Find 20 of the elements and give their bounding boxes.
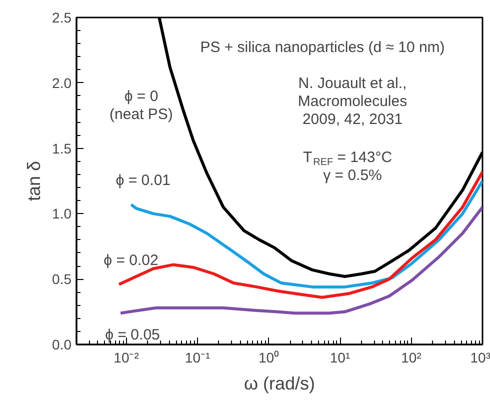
series-label: ϕ = 0.01 [116, 172, 171, 190]
y-tick-label: 2.5 [52, 10, 72, 26]
y-tick-label: 0.5 [52, 271, 72, 288]
x-tick-label: 10⁰ [258, 350, 280, 366]
x-tick-label: 10¹ [330, 350, 350, 366]
x-axis-title: ω (rad/s) [244, 374, 316, 394]
x-tick-label: 10⁻² [114, 350, 140, 366]
series-label: ϕ = 0.02 [104, 252, 158, 269]
y-tick-label: 2.0 [52, 74, 72, 91]
y-axis-title: tan δ [24, 160, 44, 202]
x-tick-label: 10³ [470, 350, 490, 366]
y-tick-label: 0.0 [52, 336, 72, 352]
x-tick-label: 10² [401, 350, 422, 366]
series-label: ϕ = 0 (neat PS) [110, 88, 173, 123]
y-tick-label: 1.0 [52, 206, 72, 222]
series-label: ϕ = 0.05 [105, 326, 160, 344]
annotation: PS + silica nanoparticles (d ≈ 10 nm) [200, 39, 445, 56]
y-tick-label: 1.5 [52, 140, 72, 156]
annotation: N. Jouault et al., Macromolecules 2009, 42, 2031 [298, 75, 408, 128]
x-tick-label: 10⁻¹ [184, 350, 210, 366]
